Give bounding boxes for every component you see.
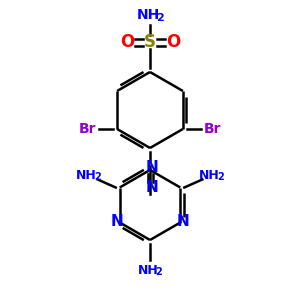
Text: N: N [110,214,123,229]
Text: O: O [166,33,180,51]
Text: N: N [177,214,190,229]
Text: 2: 2 [156,267,162,277]
Text: NH: NH [199,169,220,182]
Text: Br: Br [78,122,96,136]
Text: 2: 2 [156,13,164,23]
Text: O: O [120,33,134,51]
Text: NH: NH [76,169,97,182]
Text: 2: 2 [217,172,224,182]
Text: NH: NH [138,263,158,277]
Text: N: N [146,160,158,175]
Text: S: S [144,33,156,51]
Text: Br: Br [204,122,222,136]
Text: NH: NH [136,8,160,22]
Text: N: N [146,181,158,196]
Text: 2: 2 [94,172,101,182]
